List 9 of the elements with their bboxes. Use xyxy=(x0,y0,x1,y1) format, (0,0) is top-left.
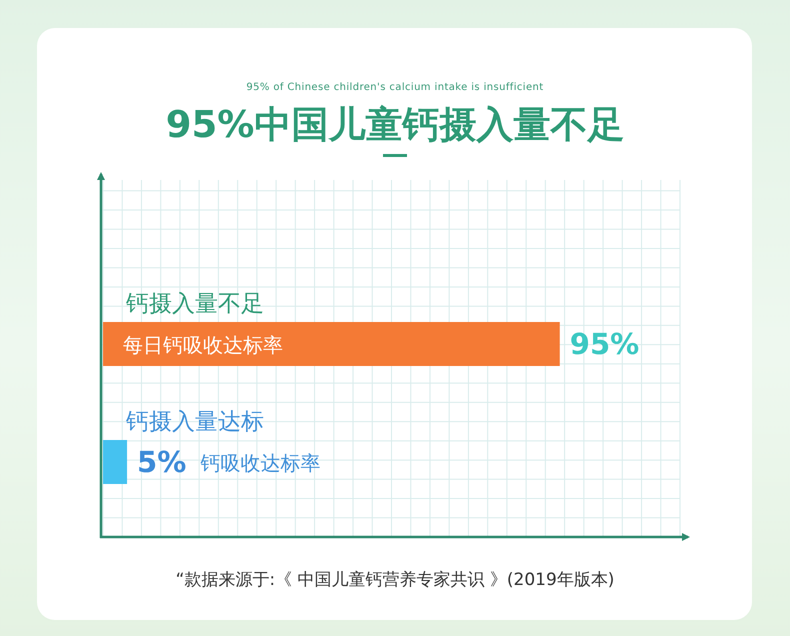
annotation: 钙吸收达标率 xyxy=(199,451,320,475)
chart-title: 95%中国儿童钙摄入量不足 xyxy=(166,103,624,146)
data-label: 5% xyxy=(137,445,186,479)
text: “款据来源于:《 中国儿童钙营养专家共识 》(2019年版本) xyxy=(176,570,614,590)
y-tick-label: 钙摄入量达标 xyxy=(125,409,264,435)
data-label: 95% xyxy=(570,327,640,361)
chart-subtitle: 95% of Chinese children's calcium intake is insufficient xyxy=(246,82,544,93)
annotation: 每日钙吸收达标率 xyxy=(123,333,283,357)
y-tick-label: 钙摄入量不足 xyxy=(125,291,264,317)
